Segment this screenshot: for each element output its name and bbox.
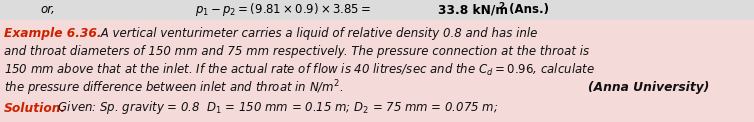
Text: (Anna University): (Anna University) [588, 81, 710, 95]
Text: Solution.: Solution. [4, 102, 66, 115]
Text: the pressure difference between inlet and throat in N/m$^2$.: the pressure difference between inlet an… [4, 78, 343, 98]
Text: and throat diameters of 150 mm and 75 mm respectively. The pressure connection a: and throat diameters of 150 mm and 75 mm… [4, 46, 589, 59]
Text: (Ans.): (Ans.) [505, 4, 549, 16]
Text: Example 6.36.: Example 6.36. [4, 27, 102, 41]
Text: 2: 2 [498, 2, 504, 11]
Text: $p_1-p_2 = (9.81 \times 0.9) \times 3.85 = $: $p_1-p_2 = (9.81 \times 0.9) \times 3.85… [195, 1, 371, 19]
Text: 33.8 kN/m: 33.8 kN/m [438, 4, 508, 16]
Text: A vertical venturimeter carries a liquid of relative density 0.8 and has inle: A vertical venturimeter carries a liquid… [97, 27, 538, 41]
Text: Given: Sp. gravity = 0.8  $D_1$ = 150 mm = 0.15 m; $D_2$ = 75 mm = 0.075 m;: Given: Sp. gravity = 0.8 $D_1$ = 150 mm … [54, 100, 498, 117]
Bar [0, 20, 754, 122]
Text: 150 mm above that at the inlet. If the actual rate of flow is 40 litres/sec and : 150 mm above that at the inlet. If the a… [4, 62, 595, 78]
Text: or,: or, [40, 4, 55, 16]
Bar [0, 0, 754, 20]
